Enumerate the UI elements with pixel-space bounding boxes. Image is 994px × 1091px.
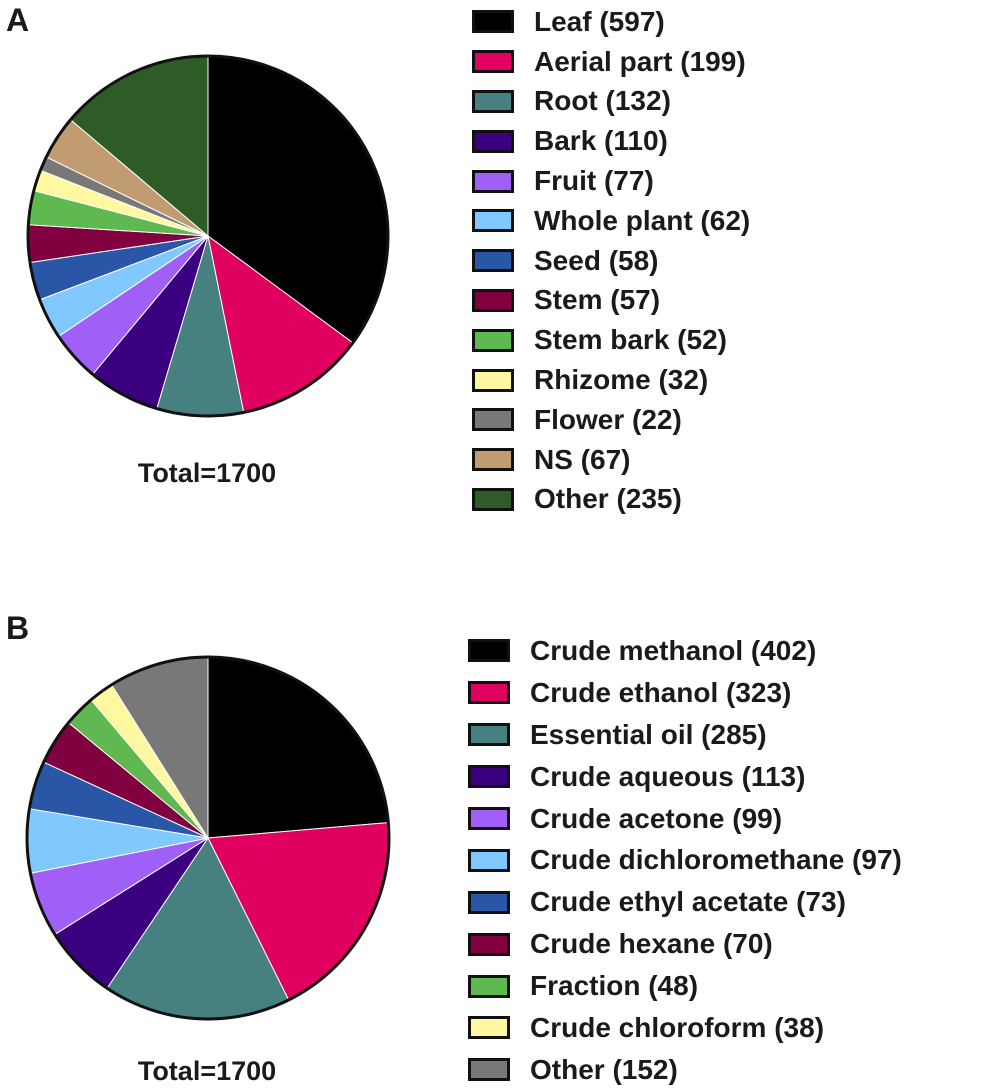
legend-label: Leaf (597) <box>534 5 665 37</box>
legend-swatch <box>468 1016 510 1040</box>
legend-swatch <box>468 974 510 998</box>
legend-item-crude-acetone: Crude acetone (99) <box>468 798 902 840</box>
legend-label: Other (152) <box>530 1053 678 1085</box>
legend-label: Fruit (77) <box>534 165 654 197</box>
legend-b: Crude methanol (402) Crude ethanol (323) E… <box>468 630 902 1091</box>
legend-swatch <box>472 50 514 74</box>
legend-item-stem-bark: Stem bark (52) <box>472 320 750 360</box>
legend-item-fraction: Fraction (48) <box>468 965 902 1007</box>
legend-swatch <box>472 89 514 113</box>
legend-label: Essential oil (285) <box>530 718 767 750</box>
legend-label: Whole plant (62) <box>534 204 751 236</box>
legend-item-aerial-part: Aerial part (199) <box>472 42 750 82</box>
legend-swatch <box>468 807 510 830</box>
legend-label: Aerial part (199) <box>534 45 746 77</box>
legend-swatch <box>472 249 514 273</box>
legend-label: Root (132) <box>534 85 671 117</box>
legend-item-seed: Seed (58) <box>472 241 750 281</box>
legend-label: Crude dichloromethane (97) <box>530 844 902 876</box>
legend-swatch <box>468 848 510 872</box>
legend-label: Stem (57) <box>534 284 661 316</box>
legend-swatch <box>468 765 510 789</box>
legend-item-fruit: Fruit (77) <box>472 161 750 201</box>
legend-label: Seed (58) <box>534 244 659 276</box>
legend-item-crude-hexane: Crude hexane (70) <box>468 923 902 965</box>
legend-item-crude-ethyl-acetate: Crude ethyl acetate (73) <box>468 881 902 923</box>
legend-swatch <box>468 932 510 956</box>
legend-item-ns: NS (67) <box>472 440 750 480</box>
legend-swatch <box>472 328 514 352</box>
legend-swatch <box>472 209 514 233</box>
total-label-a: Total=1700 <box>137 458 277 488</box>
legend-label: Crude ethyl acetate (73) <box>530 886 846 918</box>
legend-item-crude-methanol: Crude methanol (402) <box>468 630 902 672</box>
legend-swatch <box>472 169 514 193</box>
pie-outline <box>26 54 390 418</box>
legend-item-flower: Flower (22) <box>472 400 750 440</box>
pie-outline <box>25 655 391 1021</box>
legend-a: Leaf (597) Aerial part (199) Root (132) Bar… <box>472 2 750 519</box>
legend-label: Crude hexane (70) <box>530 928 773 960</box>
legend-label: Crude aqueous (113) <box>530 760 806 792</box>
legend-label: Rhizome (32) <box>534 364 709 396</box>
legend-swatch <box>468 723 510 747</box>
legend-item-stem: Stem (57) <box>472 281 750 321</box>
legend-item-rhizome: Rhizome (32) <box>472 360 750 400</box>
legend-item-leaf: Leaf (597) <box>472 2 750 42</box>
legend-swatch <box>472 288 514 312</box>
chart-panel-b: B Total=1700 Crude methanol (402) Crude e… <box>0 600 994 1090</box>
total-label-b: Total=1700 <box>137 1056 277 1086</box>
legend-label: Bark (110) <box>534 125 668 157</box>
legend-item-other: Other (235) <box>472 480 750 520</box>
legend-item-essential-oil: Essential oil (285) <box>468 714 902 756</box>
legend-item-crude-ethanol: Crude ethanol (323) <box>468 672 902 714</box>
legend-item-crude-dichloromethane: Crude dichloromethane (97) <box>468 839 902 881</box>
legend-swatch <box>472 129 514 153</box>
legend-label: Crude ethanol (323) <box>530 676 792 708</box>
legend-swatch <box>468 1058 510 1082</box>
pie-chart-b <box>25 655 391 1021</box>
panel-label-b: B <box>6 610 30 646</box>
legend-item-crude-chloroform: Crude chloroform (38) <box>468 1007 902 1049</box>
pie-slice-crude-methanol <box>207 656 389 839</box>
legend-item-other: Other (152) <box>468 1049 902 1091</box>
legend-label: Fraction (48) <box>530 970 699 1002</box>
legend-label: NS (67) <box>534 443 631 475</box>
legend-label: Flower (22) <box>534 403 682 435</box>
legend-item-crude-aqueous: Crude aqueous (113) <box>468 756 902 798</box>
chart-panel-a: A Total=1700 Leaf (597) Aerial part (199)… <box>0 0 994 540</box>
legend-swatch <box>468 681 510 705</box>
legend-swatch <box>468 639 510 663</box>
legend-swatch <box>468 890 510 914</box>
legend-swatch <box>472 448 514 472</box>
legend-swatch <box>472 368 514 392</box>
legend-item-whole-plant: Whole plant (62) <box>472 201 750 241</box>
legend-label: Crude acetone (99) <box>530 802 783 834</box>
legend-label: Other (235) <box>534 483 682 515</box>
pie-chart-a <box>26 54 390 418</box>
legend-label: Crude methanol (402) <box>530 634 817 666</box>
legend-swatch <box>472 487 514 511</box>
legend-label: Crude chloroform (38) <box>530 1011 825 1043</box>
legend-swatch <box>472 408 514 432</box>
legend-label: Stem bark (52) <box>534 324 727 356</box>
legend-swatch <box>472 10 514 34</box>
panel-label-a: A <box>6 2 30 38</box>
legend-item-root: Root (132) <box>472 82 750 122</box>
legend-item-bark: Bark (110) <box>472 121 750 161</box>
